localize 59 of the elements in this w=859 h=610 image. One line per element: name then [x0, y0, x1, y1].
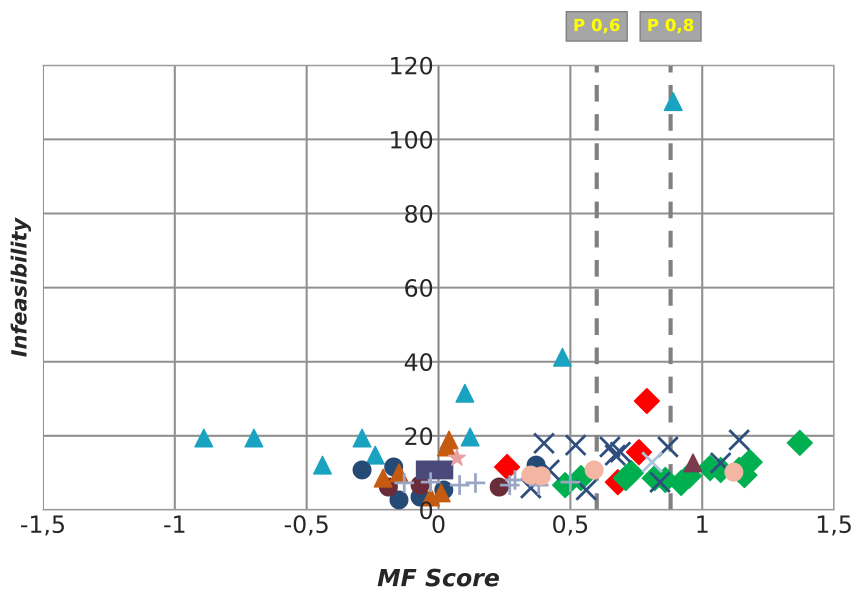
- point: [609, 440, 632, 464]
- point: [448, 474, 471, 496]
- point: [684, 453, 702, 472]
- point: [455, 384, 474, 403]
- point: [416, 460, 435, 480]
- point: [552, 348, 572, 367]
- y-tick-label: 80: [405, 204, 432, 223]
- point: [366, 446, 385, 465]
- x-tick-label: -1: [164, 516, 184, 533]
- point: [724, 462, 744, 482]
- point: [656, 436, 680, 458]
- y-axis-title: Infeasibility: [10, 217, 31, 357]
- y-tick-label: 0: [420, 501, 432, 520]
- point: [434, 460, 454, 480]
- point: [312, 456, 332, 475]
- x-tick-label: 1: [697, 516, 708, 533]
- point: [393, 472, 416, 494]
- point: [194, 428, 214, 448]
- point: [419, 470, 442, 494]
- ref-line-label: P 0,8: [648, 18, 694, 34]
- x-tick-label: -0,5: [284, 515, 328, 536]
- y-tick-label: 60: [405, 279, 432, 297]
- point: [374, 468, 393, 488]
- point: [244, 428, 264, 448]
- y-tick-label: 20: [405, 427, 432, 446]
- point: [389, 490, 408, 510]
- point: [584, 460, 604, 480]
- x-tick-label: 1,5: [818, 516, 851, 536]
- x-axis-title: MF Score: [378, 568, 499, 587]
- point: [640, 450, 664, 474]
- point: [490, 477, 509, 496]
- point: [728, 428, 750, 452]
- point: [612, 464, 639, 492]
- point: [498, 474, 521, 496]
- point: [352, 428, 372, 448]
- point: [664, 92, 683, 112]
- x-tick-label: 0: [432, 515, 444, 534]
- point: [786, 430, 813, 456]
- x-tick-label: 0,5: [553, 515, 588, 536]
- point: [448, 448, 466, 466]
- point: [574, 478, 598, 502]
- point: [634, 388, 660, 414]
- point: [626, 439, 652, 466]
- point: [532, 432, 556, 454]
- point: [464, 472, 487, 494]
- point: [564, 434, 587, 456]
- point: [709, 452, 732, 474]
- point: [352, 460, 372, 480]
- y-tick-label: 120: [391, 56, 432, 75]
- y-tick-label: 40: [404, 353, 432, 372]
- point: [520, 476, 542, 500]
- point: [648, 470, 672, 494]
- point: [460, 427, 480, 446]
- point: [494, 454, 520, 480]
- y-tick-label: 100: [391, 130, 432, 149]
- ref-line-label: P 0,6: [574, 18, 620, 34]
- point: [604, 444, 626, 466]
- x-tick-label: -1,5: [21, 516, 64, 536]
- point: [598, 436, 622, 458]
